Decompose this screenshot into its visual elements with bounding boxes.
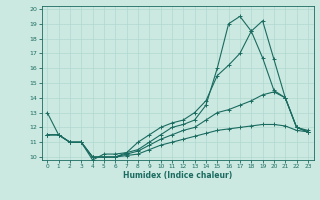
X-axis label: Humidex (Indice chaleur): Humidex (Indice chaleur) — [123, 171, 232, 180]
